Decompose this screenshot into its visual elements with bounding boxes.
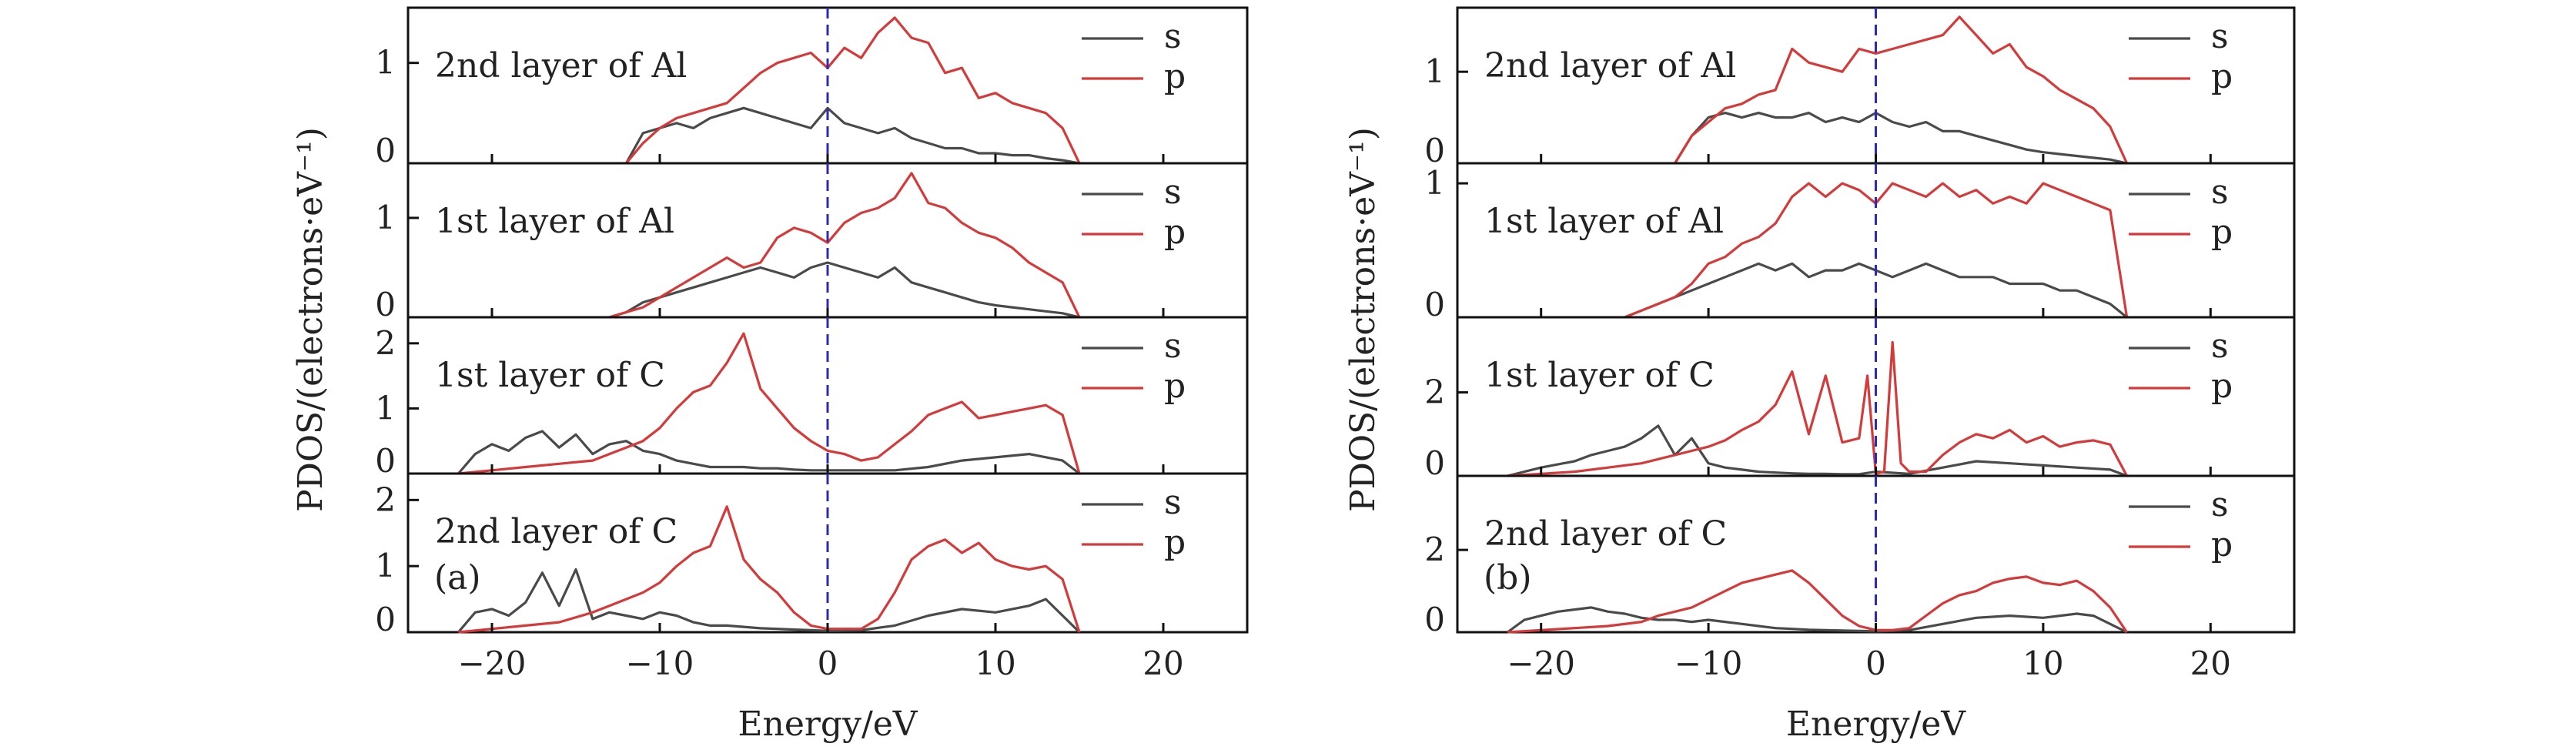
- legend-label-s: s: [2211, 17, 2229, 56]
- series-p-line: [1674, 15, 2129, 164]
- legend-label-p: p: [1164, 523, 1186, 562]
- legend-label-s: s: [2211, 485, 2229, 524]
- series-p-line: [1507, 569, 2128, 634]
- subplot-3: 0 1 2 1st layer of C sp: [375, 316, 1249, 480]
- x-tick-label: 10: [2022, 645, 2063, 682]
- legend-label-p: p: [1164, 213, 1186, 252]
- subplot-2: 0 1 1st layer of Al sp: [375, 162, 1249, 323]
- series-p-line: [458, 332, 1081, 475]
- subplot-4: 0 1 2 2nd layer of C sp: [375, 472, 1249, 638]
- panel-label: (a): [434, 558, 481, 598]
- legend-label-p: p: [1164, 57, 1186, 96]
- y-tick-label: 0: [1424, 132, 1445, 169]
- series-p-line: [458, 505, 1081, 634]
- x-axis-label: Energy/eV: [1786, 705, 1966, 744]
- y-tick-label: 0: [375, 286, 396, 323]
- legend-label-s: s: [1164, 483, 1182, 522]
- y-tick-label: 0: [375, 442, 396, 480]
- legend-label-s: s: [1164, 172, 1182, 212]
- x-tick-label: −10: [1674, 645, 1743, 682]
- subplot-title: 2nd layer of C: [435, 512, 677, 551]
- series-s-line: [609, 261, 1080, 319]
- legend-label-p: p: [2211, 367, 2233, 406]
- x-tick-label: 10: [975, 645, 1015, 682]
- x-tick-label: 20: [2190, 645, 2231, 682]
- y-tick-label: 0: [1424, 601, 1445, 638]
- panel-label: (b): [1484, 558, 1532, 598]
- legend-label-s: s: [1164, 326, 1182, 366]
- series-p-line: [625, 16, 1081, 165]
- y-tick-label: 2: [1424, 531, 1445, 568]
- y-tick-label: 1: [375, 44, 396, 82]
- series-s-line: [1507, 424, 2128, 477]
- y-tick-label: 2: [375, 324, 396, 362]
- subplot-title: 1st layer of C: [1484, 356, 1715, 395]
- subplot-1: 0 1 2nd layer of Al sp: [375, 6, 1249, 169]
- y-axis-label: PDOS/(electrons·eV⁻¹): [291, 127, 330, 512]
- y-tick-label: 1: [375, 547, 396, 584]
- y-tick-label: 2: [375, 480, 396, 518]
- x-tick-label: 20: [1142, 645, 1183, 682]
- y-tick-label: 1: [1424, 164, 1445, 202]
- legend-label-s: s: [2211, 326, 2229, 366]
- subplot-title: 2nd layer of Al: [435, 46, 687, 85]
- y-tick-label: 0: [375, 601, 396, 638]
- y-tick-label: 1: [1424, 52, 1445, 90]
- x-tick-label: −20: [458, 645, 527, 682]
- subplot-title: 1st layer of C: [435, 356, 665, 395]
- subplot-title: 1st layer of Al: [435, 202, 674, 241]
- legend-label-p: p: [2211, 525, 2233, 564]
- subplot-2: 0 1 1st layer of Al sp: [1424, 162, 2296, 323]
- x-tick-label: 0: [1865, 645, 1886, 682]
- x-tick-label: 0: [818, 645, 838, 682]
- subplot-title: 1st layer of Al: [1484, 202, 1724, 241]
- y-tick-label: 1: [375, 389, 396, 427]
- y-tick-label: 1: [375, 199, 396, 236]
- y-axis-label: PDOS/(electrons·eV⁻¹): [1343, 127, 1383, 512]
- legend-label-s: s: [1164, 17, 1182, 56]
- x-tick-label: −10: [626, 645, 694, 682]
- series-p-line: [1507, 340, 2129, 477]
- y-tick-label: 2: [1424, 373, 1445, 411]
- x-tick-label: −20: [1507, 645, 1575, 682]
- subplot-1: 0 1 2nd layer of Al sp: [1424, 6, 2296, 169]
- subplot-title: 2nd layer of Al: [1484, 46, 1736, 85]
- series-s-line: [457, 568, 1081, 634]
- y-tick-label: 0: [1424, 444, 1445, 482]
- subplot-4: 0 2 2nd layer of C sp: [1424, 474, 2296, 638]
- series-s-line: [625, 106, 1080, 165]
- series-p-line: [609, 172, 1081, 319]
- series-s-line: [1507, 606, 2128, 634]
- legend-label-p: p: [1164, 367, 1186, 406]
- subplot-title: 2nd layer of C: [1484, 514, 1727, 554]
- y-tick-label: 0: [1424, 286, 1445, 323]
- legend-label-s: s: [2211, 172, 2229, 212]
- y-tick-label: 0: [375, 132, 396, 169]
- series-s-line: [1674, 112, 2127, 165]
- x-axis-label: Energy/eV: [738, 705, 918, 744]
- legend-label-p: p: [2211, 57, 2233, 96]
- series-s-line: [457, 430, 1080, 475]
- subplot-3: 0 2 1st layer of C sp: [1424, 316, 2296, 482]
- legend-label-p: p: [2211, 213, 2233, 252]
